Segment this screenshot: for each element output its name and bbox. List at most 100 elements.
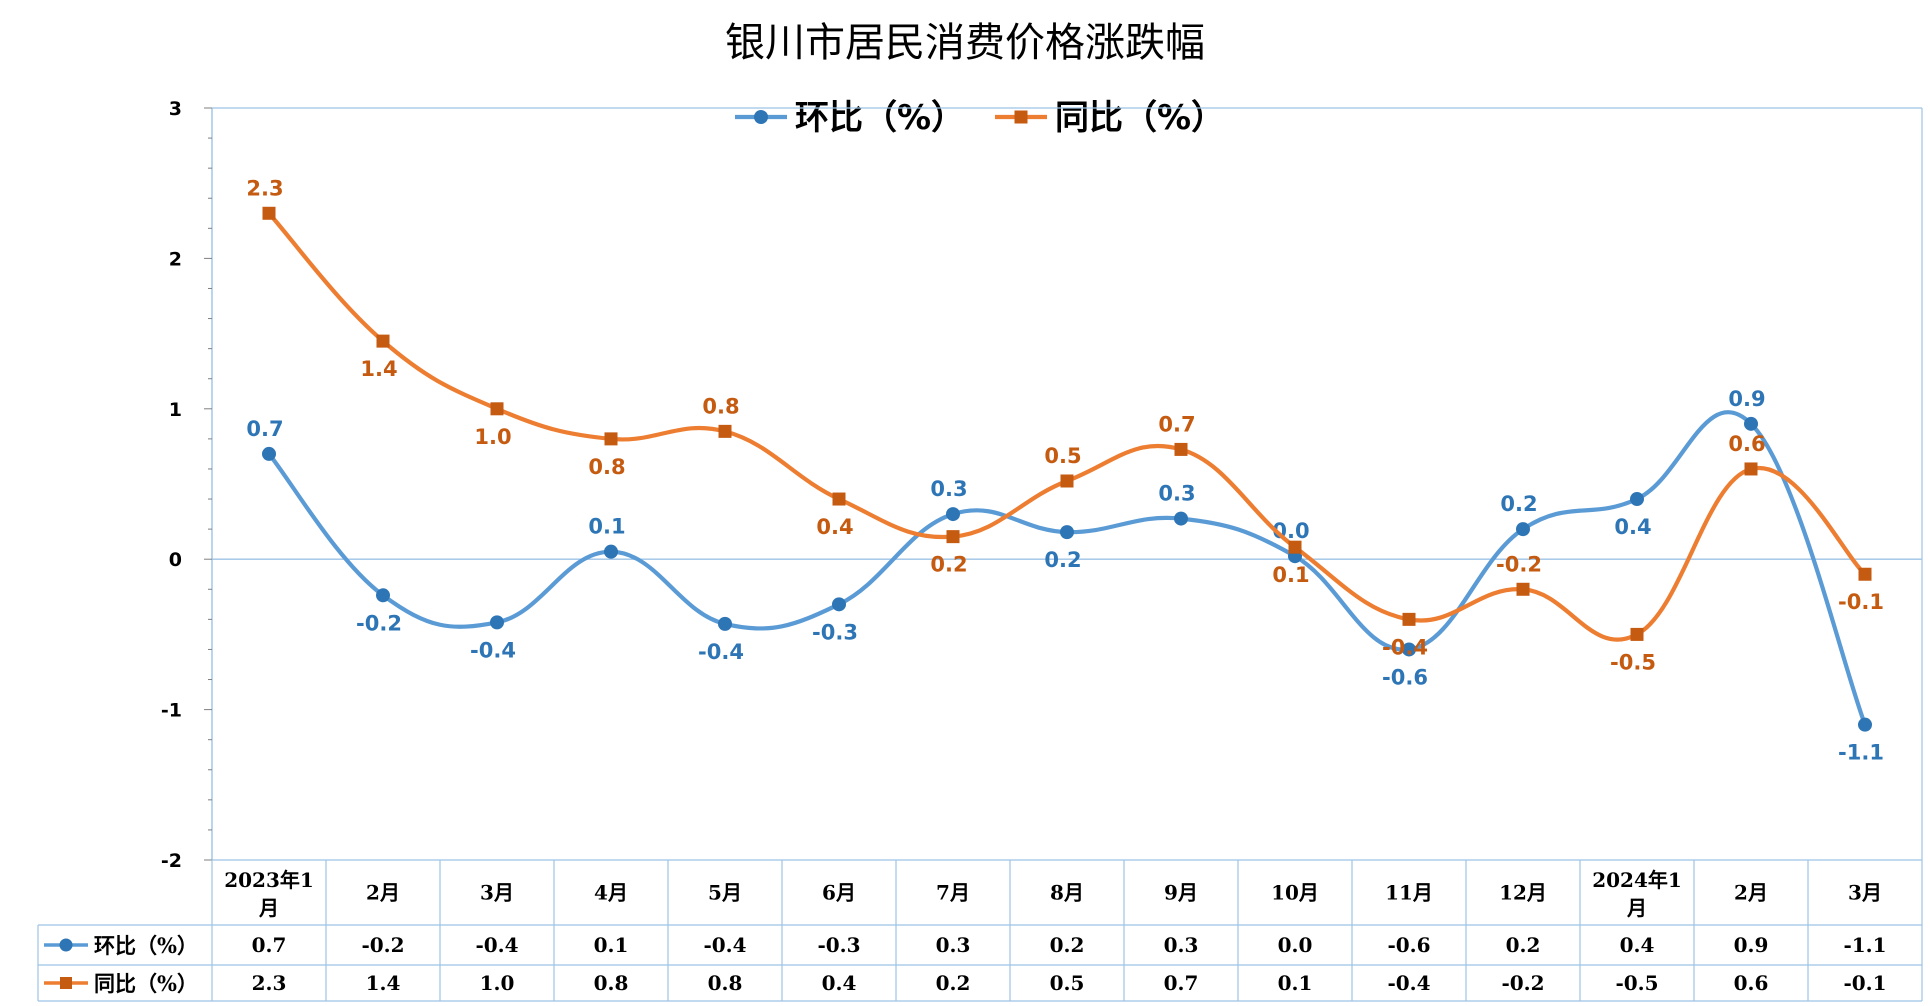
data-label: 0.7 <box>1158 412 1195 436</box>
x-category-label: 7月 <box>936 881 970 905</box>
series-line-1 <box>266 410 1868 727</box>
legend-label-1: 环比（%） <box>795 98 965 138</box>
x-category-label: 3月 <box>480 881 514 905</box>
table-cell: 1.0 <box>480 971 515 995</box>
table-cell: 0.2 <box>1050 933 1085 957</box>
x-category-label: 2月 <box>366 881 400 905</box>
series-1-point <box>946 507 960 522</box>
data-label: -0.4 <box>470 638 516 662</box>
data-label: 0.9 <box>1728 387 1765 411</box>
legend-label-2: 同比（%） <box>1055 98 1225 138</box>
data-label: 0.3 <box>930 477 967 501</box>
data-label: 0.2 <box>1500 492 1537 516</box>
table-cell: -0.3 <box>817 933 860 957</box>
x-category-label: 5月 <box>708 881 742 905</box>
legend-marker-2 <box>1014 110 1028 124</box>
series-1-point <box>1630 492 1644 507</box>
data-label: 1.0 <box>474 425 511 449</box>
data-label: -0.3 <box>812 620 858 644</box>
table-cell: 0.7 <box>252 933 287 957</box>
series-2-point <box>1630 627 1644 641</box>
x-category-label: 2月 <box>1734 881 1768 905</box>
data-table: 2023年1 月 2月 3月 4月 5月 6月 7月 8月 9月 10月 11月 12月 2024年1 月 2… <box>37 859 1923 1002</box>
table-cell: 0.4 <box>1620 933 1655 957</box>
series-1-point <box>718 616 732 631</box>
data-label: 2.3 <box>246 176 283 200</box>
table-cell: 0.8 <box>594 971 629 995</box>
series-1-point <box>1516 522 1530 537</box>
table-cell: 0.1 <box>1278 971 1313 995</box>
legend-marker-1 <box>754 110 768 124</box>
data-label: 0.1 <box>588 515 625 539</box>
table-cell: 0.9 <box>1734 933 1769 957</box>
x-category-label: 12月 <box>1499 881 1547 905</box>
series-2-point <box>262 206 276 220</box>
table-legend-marker-1 <box>59 938 73 952</box>
series-2-point <box>1060 474 1074 488</box>
series-2-point <box>1174 442 1188 456</box>
data-label: -0.1 <box>1838 590 1884 614</box>
data-label: -0.2 <box>356 611 402 635</box>
table-cell: -0.5 <box>1615 971 1658 995</box>
series-1-point <box>1174 511 1188 526</box>
data-label: 0.2 <box>930 553 967 577</box>
series-1-point <box>490 615 504 630</box>
y-tick-label: 3 <box>169 98 182 120</box>
data-label: 1.4 <box>360 357 397 381</box>
table-cell: 0.8 <box>708 971 743 995</box>
data-label: -0.2 <box>1496 552 1542 576</box>
x-category-label: 月 <box>1626 896 1647 920</box>
table-cell: 0.3 <box>1164 933 1199 957</box>
x-category-label: 2023年1 <box>224 868 314 892</box>
x-category-label: 月 <box>258 896 279 920</box>
x-category-label: 6月 <box>822 881 856 905</box>
data-label: 0.7 <box>246 417 283 441</box>
data-label: 0.4 <box>1614 515 1651 539</box>
series-2-point <box>604 432 618 446</box>
series-2-point <box>832 492 846 506</box>
series-2-point <box>718 424 732 438</box>
data-label: 0.2 <box>1044 548 1081 572</box>
series-2-point <box>946 530 960 544</box>
series-1-point <box>376 588 390 603</box>
data-label: 0.8 <box>588 455 625 479</box>
data-label: 0.4 <box>816 515 853 539</box>
y-tick-label: 0 <box>169 549 182 571</box>
data-label: -0.4 <box>1382 635 1428 659</box>
data-label: 0.3 <box>1158 482 1195 506</box>
series-1-point <box>1060 525 1074 540</box>
data-label: 0.1 <box>1272 563 1309 587</box>
x-category-label: 2024年1 <box>1592 868 1682 892</box>
table-row-label-1: 环比（%） <box>94 933 198 958</box>
table-cell: -1.1 <box>1843 933 1886 957</box>
series-2-point <box>1516 582 1530 596</box>
table-cell: 2.3 <box>252 971 287 995</box>
series-2-point <box>490 402 504 416</box>
series-lines: 0.7-0.2-0.40.1-0.4-0.30.30.20.30.0-0.60.… <box>246 176 1884 764</box>
x-category-label: 10月 <box>1271 881 1319 905</box>
table-cell: -0.4 <box>1387 971 1430 995</box>
data-label: 0.5 <box>1044 444 1081 468</box>
table-cell: 0.0 <box>1278 933 1313 957</box>
table-row-label-2: 同比（%） <box>94 971 198 996</box>
series-1-point <box>1858 717 1872 732</box>
table-cell: 0.2 <box>1506 933 1541 957</box>
x-category-label: 8月 <box>1050 881 1084 905</box>
y-tick-label: -2 <box>161 850 182 872</box>
data-label: -1.1 <box>1838 741 1884 765</box>
data-label: 0.8 <box>702 394 739 418</box>
x-category-label: 9月 <box>1164 881 1198 905</box>
table-cell: 1.4 <box>366 971 401 995</box>
series-2-point <box>1288 540 1302 554</box>
series-2-point <box>1858 567 1872 581</box>
table-cell: 0.2 <box>936 971 971 995</box>
series-1-point <box>604 544 618 559</box>
table-cell: 0.4 <box>822 971 857 995</box>
table-cell: -0.6 <box>1387 933 1430 957</box>
table-cell: 0.5 <box>1050 971 1085 995</box>
table-cell: -0.4 <box>703 933 746 957</box>
x-category-label: 11月 <box>1385 881 1433 905</box>
table-cell: -0.2 <box>361 933 404 957</box>
y-tick-label: 1 <box>169 399 182 421</box>
